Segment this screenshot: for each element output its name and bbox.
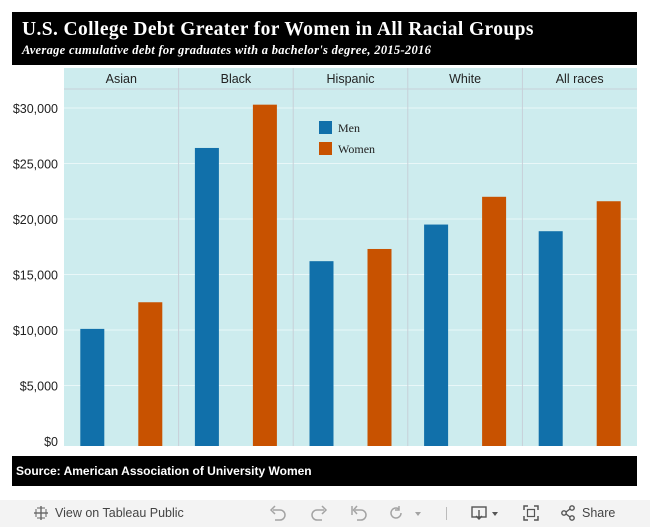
undo-icon: [269, 505, 286, 521]
legend-swatch-men: [319, 121, 332, 134]
bar-men: [194, 147, 219, 446]
chart-footer: Source: American Association of Universi…: [12, 456, 637, 486]
y-tick-label: $10,000: [13, 324, 58, 338]
view-on-tableau-label: View on Tableau Public: [55, 506, 184, 520]
category-label: White: [449, 72, 481, 86]
chart-subtitle: Average cumulative debt for graduates wi…: [22, 43, 432, 57]
toolbar-divider: [446, 507, 447, 520]
revert-icon: [351, 505, 367, 521]
view-on-tableau-button[interactable]: View on Tableau Public: [33, 505, 184, 521]
fullscreen-button[interactable]: [523, 505, 539, 521]
download-button[interactable]: [470, 505, 500, 521]
share-label: Share: [582, 506, 616, 520]
bar-women: [367, 248, 392, 446]
bar-men: [309, 261, 334, 446]
legend-label-men: Men: [338, 121, 360, 135]
y-tick-label: $15,000: [13, 269, 58, 283]
y-tick-label: $30,000: [13, 102, 58, 116]
refresh-icon: [390, 506, 402, 519]
bar-women: [252, 104, 277, 447]
chart-area: Asian Black Hispanic White All races $0 $5,000…: [0, 66, 650, 458]
share-icon: [561, 505, 575, 521]
chart-title: U.S. College Debt Greater for Women in A…: [22, 19, 534, 40]
bar-women: [482, 196, 507, 446]
category-label: Asian: [106, 72, 137, 86]
category-label: Hispanic: [327, 72, 375, 86]
bar-men: [424, 224, 449, 446]
bar-women: [138, 302, 163, 446]
bar-chart: Asian Black Hispanic White All races $0 $5,000…: [13, 68, 637, 449]
fullscreen-icon: [523, 505, 539, 521]
bar-men: [80, 328, 105, 446]
y-tick-label: $25,000: [13, 158, 58, 172]
refresh-button[interactable]: [388, 505, 404, 521]
legend-label-women: Women: [338, 142, 375, 156]
y-tick-label: $20,000: [13, 213, 58, 227]
chevron-down-icon: [415, 512, 421, 516]
source-note: Source: American Association of Universi…: [16, 464, 312, 478]
revert-button[interactable]: [350, 505, 368, 521]
bar-women: [596, 201, 621, 446]
redo-button[interactable]: [310, 505, 328, 521]
category-label: All races: [556, 72, 604, 86]
bar-men: [538, 231, 563, 446]
pause-dropdown-button[interactable]: [414, 505, 422, 521]
redo-icon: [311, 505, 328, 521]
share-button[interactable]: Share: [560, 505, 615, 521]
y-tick-label: $0: [44, 435, 58, 449]
chart-header: U.S. College Debt Greater for Women in A…: [12, 12, 637, 65]
download-icon: [471, 506, 498, 520]
legend-swatch-women: [319, 142, 332, 155]
category-label: Black: [221, 72, 252, 86]
tableau-toolbar: View on Tableau Public Share: [0, 500, 650, 527]
tableau-logo-icon: [34, 506, 48, 520]
undo-button[interactable]: [269, 505, 287, 521]
y-tick-label: $5,000: [20, 380, 58, 394]
